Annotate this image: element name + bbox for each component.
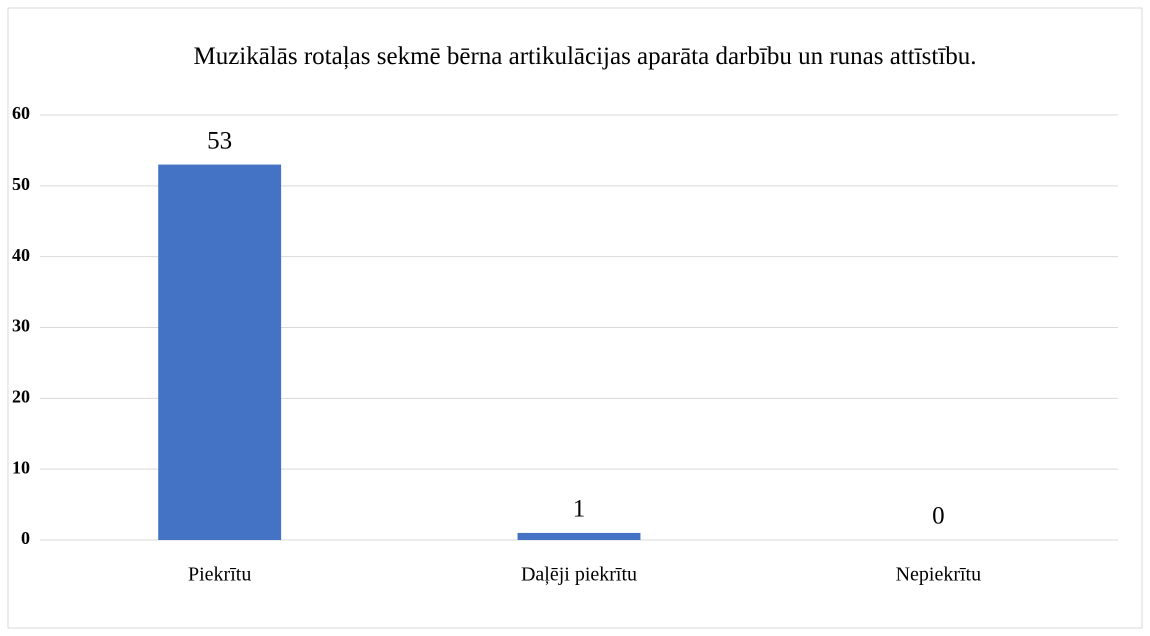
bar [517, 532, 641, 540]
y-tick-label: 10 [12, 457, 30, 477]
chart-title: Muzikālās rotaļas sekmē bērna artikulāci… [193, 43, 977, 70]
y-tick-label: 50 [12, 174, 30, 194]
x-tick-label: Nepiekrītu [896, 564, 982, 586]
data-label: 53 [207, 127, 232, 154]
data-label: 0 [932, 503, 945, 530]
y-tick-label: 60 [12, 103, 30, 123]
y-tick-label: 20 [12, 386, 30, 406]
y-tick-label: 40 [12, 245, 30, 265]
bar [158, 164, 282, 541]
y-tick-label: 0 [21, 528, 30, 548]
x-tick-label: Daļēji piekrītu [521, 564, 637, 586]
data-label: 1 [573, 496, 586, 523]
x-tick-label: Piekrītu [188, 564, 251, 586]
y-tick-label: 30 [12, 316, 30, 336]
